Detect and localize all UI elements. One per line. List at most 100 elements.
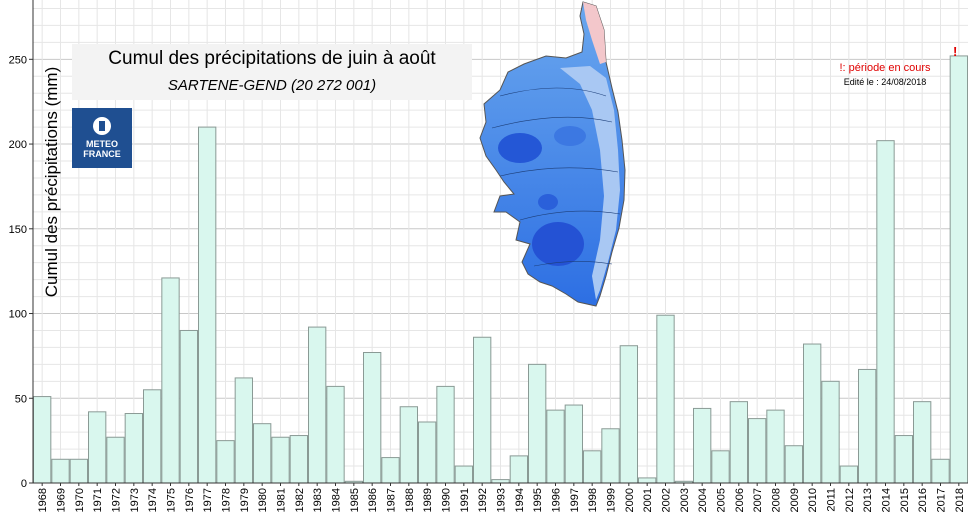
x-tick-label: 1990 [441, 488, 453, 512]
bar-1995 [528, 363, 547, 484]
x-tick-label: 1996 [551, 488, 563, 512]
x-tick-label: 1997 [569, 488, 581, 512]
x-tick-label: 1993 [496, 488, 508, 512]
edited-date-note: Edité le : 24/08/2018 [843, 77, 927, 87]
x-tick-label: 1976 [184, 488, 196, 512]
x-tick-label: 2014 [881, 488, 893, 512]
logo-line-1: METEO [85, 139, 118, 149]
x-tick-label: 2015 [899, 488, 911, 512]
bar-2006 [729, 401, 749, 484]
bar-2000 [619, 345, 639, 484]
bar-2013 [858, 368, 877, 484]
logo-line-2: FRANCE [83, 149, 121, 159]
bar-1989 [418, 421, 437, 484]
bar-2002 [656, 314, 675, 484]
bar-1980 [253, 423, 272, 484]
bar-1994 [509, 455, 528, 484]
bar-1990 [436, 385, 455, 484]
x-tick-label: 2012 [844, 488, 856, 512]
y-tick-label: 100 [9, 309, 27, 321]
x-tick-label: 2017 [936, 488, 948, 512]
bar-2015 [894, 435, 914, 484]
bar-1987 [381, 457, 400, 484]
x-tick-label: 1988 [404, 488, 416, 512]
x-tick-label: 1983 [312, 488, 324, 512]
bar-1998 [583, 450, 602, 484]
x-tick-label: 2008 [771, 488, 783, 512]
x-tick-label: 1984 [331, 488, 343, 512]
x-tick-label: 1974 [147, 488, 159, 512]
bar-1988 [399, 406, 418, 484]
bar-1981 [271, 436, 290, 484]
bar-1991 [454, 465, 473, 484]
x-tick-label: 1972 [111, 488, 123, 512]
bar-2011 [821, 380, 840, 484]
x-tick-label: 2009 [789, 488, 801, 512]
x-tick-label: 2013 [862, 488, 874, 512]
x-tick-label: 1970 [74, 488, 86, 512]
bar-1999 [601, 428, 620, 484]
x-tick-label: 1977 [202, 488, 214, 512]
bar-2005 [711, 450, 730, 484]
x-tick-label: 1992 [477, 488, 489, 512]
bar-1968 [33, 396, 52, 484]
x-tick-label: 1971 [92, 488, 104, 512]
x-tick-label: 1994 [514, 488, 526, 512]
x-tick-label: 1986 [367, 488, 379, 512]
x-tick-label: 1981 [276, 488, 288, 512]
x-tick-label: 2004 [697, 488, 709, 512]
bar-2004 [693, 407, 712, 484]
x-tick-label: 2001 [642, 488, 654, 512]
bar-1984 [326, 385, 345, 484]
x-tick-label: 2005 [716, 488, 728, 512]
bar-2001 [638, 477, 657, 484]
x-tick-label: 2003 [679, 488, 691, 512]
x-tick-label: 1969 [56, 488, 68, 512]
axes: 0 50 100 150 200 250 1968 1969 1970 1971 1972 1973 1… [9, 0, 968, 512]
bar-2007 [748, 418, 767, 484]
bar-1986 [363, 352, 382, 484]
x-tick-label: 1991 [459, 488, 471, 512]
bar-1971 [88, 411, 107, 484]
logo-mark-icon [93, 117, 111, 135]
bar-2018 [949, 55, 969, 484]
x-tick-label: 1995 [532, 488, 544, 512]
y-tick-label: 50 [15, 393, 27, 405]
bar-1970 [69, 458, 88, 484]
meteo-france-logo: METEO FRANCE [72, 108, 132, 168]
x-tick-label: 1975 [166, 488, 178, 512]
y-tick-label: 150 [9, 224, 27, 236]
x-tick-label: 1987 [386, 488, 398, 512]
x-tick-label: 2016 [917, 488, 929, 512]
bar-1978 [216, 440, 235, 484]
bar-2009 [784, 445, 804, 484]
bar-1973 [124, 413, 143, 484]
x-tick-label: 1985 [349, 488, 361, 512]
bar-1977 [198, 126, 217, 484]
x-tick-label: 1980 [257, 488, 269, 512]
bar-1972 [106, 436, 125, 484]
x-tick-label: 1973 [129, 488, 141, 512]
bar-1979 [234, 377, 254, 484]
x-tick-label: 1989 [422, 488, 434, 512]
y-tick-label: 200 [9, 139, 27, 151]
bars [33, 55, 969, 484]
x-tick-label: 1998 [587, 488, 599, 512]
y-tick-label: 0 [21, 478, 27, 490]
y-tick-label: 250 [9, 54, 27, 66]
x-tick-label: 2002 [661, 488, 673, 512]
y-axis-label: Cumul des précipitations (mm) [42, 66, 61, 298]
bar-1982 [289, 435, 308, 484]
x-tick-label: 2007 [752, 488, 764, 512]
bar-1974 [143, 389, 162, 484]
current-period-marker: ! [953, 44, 958, 59]
bar-2016 [913, 401, 932, 484]
bar-2010 [803, 343, 822, 484]
bar-1992 [473, 336, 492, 484]
x-tick-label: 2000 [624, 488, 636, 512]
x-tick-label: 2006 [734, 488, 746, 512]
x-tick-label: 2011 [826, 488, 838, 512]
x-tick-label: 1978 [221, 488, 233, 512]
x-tick-label: 1982 [294, 488, 306, 512]
